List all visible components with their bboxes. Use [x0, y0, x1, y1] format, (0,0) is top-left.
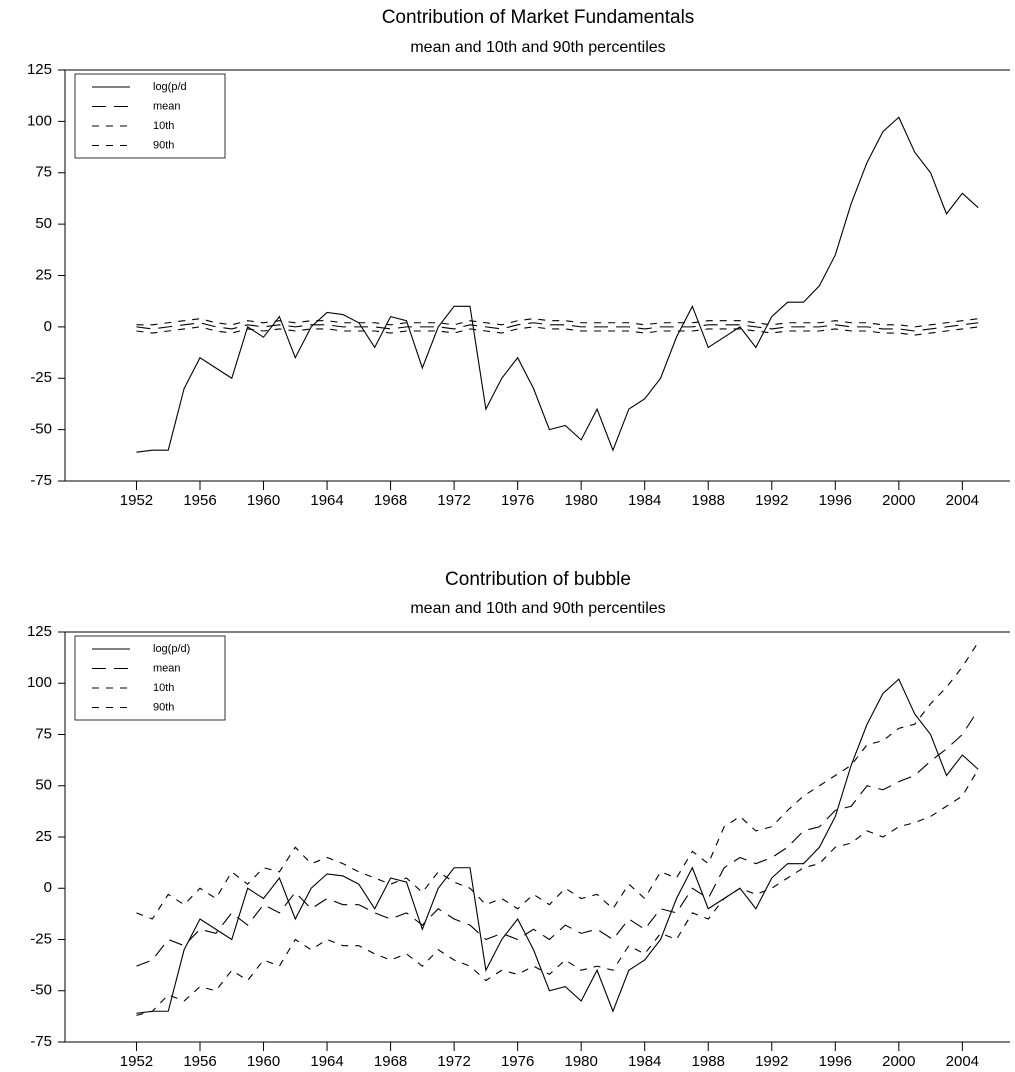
series-line [136, 116, 979, 453]
x-tick-label: 1968 [374, 492, 407, 509]
legend-label: log(p/d [153, 81, 187, 93]
y-tick-label: 25 [35, 266, 52, 283]
series-line [136, 641, 979, 920]
y-tick-label: 0 [44, 879, 52, 896]
x-tick-label: 1984 [628, 492, 661, 509]
x-tick-label: 2000 [882, 1053, 915, 1070]
y-tick-label: -25 [30, 369, 52, 386]
legend-label: mean [153, 100, 181, 112]
x-tick-label: 1956 [183, 1053, 216, 1070]
legend-label: mean [153, 662, 181, 674]
y-tick-label: 25 [35, 828, 52, 845]
chart-title: Contribution of Market Fundamentals [382, 7, 695, 28]
x-tick-label: 1960 [247, 492, 280, 509]
x-tick-label: 1956 [183, 492, 216, 509]
y-tick-label: -25 [30, 930, 52, 947]
legend-label: 90th [153, 139, 174, 151]
x-tick-label: 1980 [564, 1053, 597, 1070]
x-tick-label: 1984 [628, 1053, 661, 1070]
x-tick-label: 1952 [120, 1053, 153, 1070]
x-tick-label: 1952 [120, 492, 153, 509]
x-tick-label: 1976 [501, 1053, 534, 1070]
y-tick-label: 125 [27, 623, 52, 640]
series-line [136, 326, 979, 336]
x-tick-label: 1980 [564, 492, 597, 509]
x-tick-label: 1972 [437, 1053, 470, 1070]
series-line [136, 709, 979, 967]
x-tick-label: 1972 [437, 492, 470, 509]
y-tick-label: -50 [30, 982, 52, 999]
legend-box [74, 635, 226, 721]
legend-label: 10th [153, 120, 174, 132]
x-tick-label: 1988 [692, 1053, 725, 1070]
series-line [136, 322, 979, 332]
y-tick-label: 100 [27, 112, 52, 129]
series-line [136, 318, 979, 328]
legend-label: log(p/d) [153, 643, 190, 655]
x-tick-label: 2004 [946, 492, 979, 509]
y-tick-label: 125 [27, 61, 52, 78]
x-tick-label: 1996 [819, 1053, 852, 1070]
y-tick-label: 75 [35, 164, 52, 181]
y-tick-label: 50 [35, 215, 52, 232]
x-tick-label: 2004 [946, 1053, 979, 1070]
chart-subtitle: mean and 10th and 90th percentiles [410, 39, 665, 56]
x-tick-label: 1988 [692, 492, 725, 509]
chart-title: Contribution of bubble [445, 569, 631, 590]
series-line [136, 678, 979, 1014]
legend-label: 90th [153, 701, 174, 713]
legend-box [74, 73, 226, 159]
x-tick-label: 1992 [755, 1053, 788, 1070]
x-tick-label: 1968 [374, 1053, 407, 1070]
series-line [136, 769, 979, 1016]
legend-label: 10th [153, 682, 174, 694]
x-tick-label: 1964 [310, 1053, 343, 1070]
y-tick-label: -50 [30, 421, 52, 438]
x-tick-label: 2000 [882, 492, 915, 509]
y-tick-label: 75 [35, 725, 52, 742]
x-tick-label: 1960 [247, 1053, 280, 1070]
x-tick-label: 1976 [501, 492, 534, 509]
y-tick-label: -75 [30, 472, 52, 489]
y-tick-label: -75 [30, 1033, 52, 1050]
chart-subtitle: mean and 10th and 90th percentiles [410, 600, 665, 617]
y-tick-label: 50 [35, 777, 52, 794]
x-tick-label: 1996 [819, 492, 852, 509]
x-tick-label: 1992 [755, 492, 788, 509]
y-tick-label: 100 [27, 674, 52, 691]
x-tick-label: 1964 [310, 492, 343, 509]
y-tick-label: 0 [44, 318, 52, 335]
